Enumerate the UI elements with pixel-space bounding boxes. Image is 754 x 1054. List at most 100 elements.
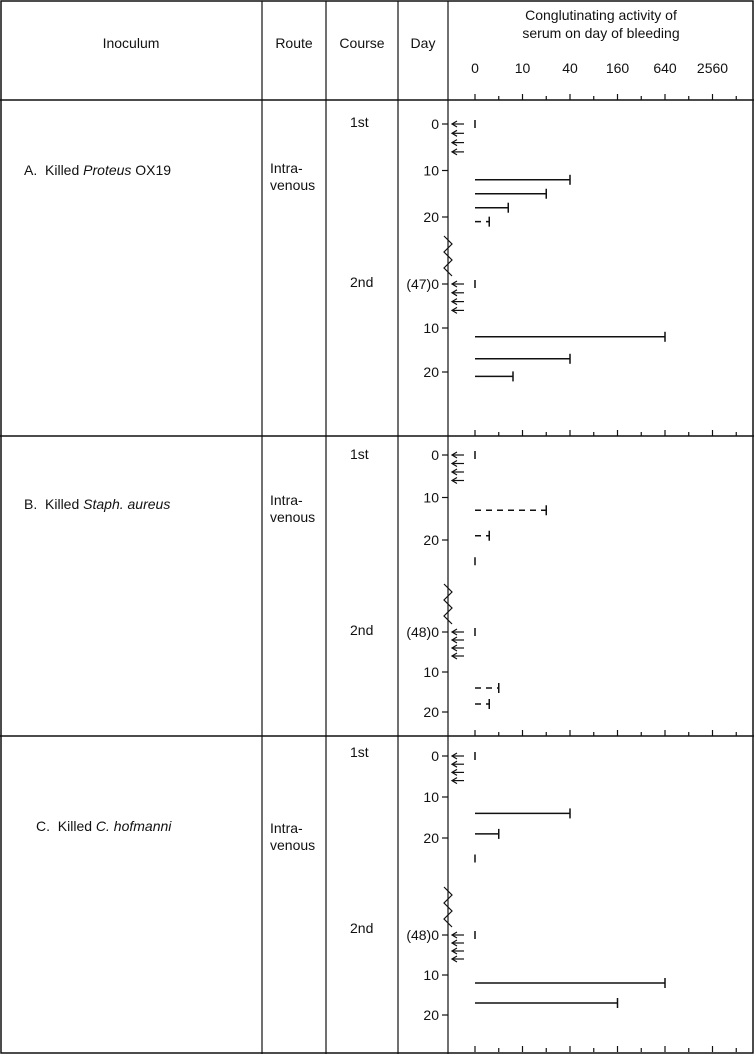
- day-tick-label: 10: [423, 320, 439, 336]
- day-tick-label: 10: [423, 664, 439, 680]
- arrow-head: [450, 280, 458, 288]
- organism-name: Proteus: [83, 162, 132, 178]
- arrow-head: [450, 768, 458, 776]
- activity-bar: [475, 216, 490, 227]
- header-route: Route: [275, 35, 313, 51]
- arrow-head: [450, 955, 458, 963]
- arrow-head: [450, 931, 458, 939]
- arrow-head: [450, 129, 458, 137]
- below-scale-arrow: [450, 760, 464, 768]
- arrow-head: [450, 289, 458, 297]
- organism-suffix: OX19: [135, 162, 172, 178]
- below-scale-arrow: [450, 148, 464, 156]
- header-day: Day: [410, 35, 436, 51]
- arrow-head: [450, 652, 458, 660]
- course-label-c-1: 1st: [350, 744, 369, 760]
- arrow-head: [450, 628, 458, 636]
- axis-break-zigzag: [443, 583, 453, 625]
- course-label-c-2: 2nd: [350, 920, 374, 936]
- inoculum-prefix: Killed: [45, 162, 80, 178]
- day-tick-label: 20: [423, 704, 439, 720]
- route-line2: venous: [270, 509, 316, 525]
- course-label-b-1: 1st: [350, 446, 369, 462]
- activity-bar: [475, 808, 571, 819]
- activity-bar: [475, 683, 500, 693]
- day-tick-label: (47)0: [406, 276, 439, 292]
- day-tick-label: 0: [431, 748, 439, 764]
- scale-tick-label: 2560: [697, 60, 728, 76]
- day-tick-label: 20: [423, 364, 439, 380]
- arrow-head: [450, 760, 458, 768]
- route-label-b: Intra- venous: [270, 492, 315, 526]
- activity-bar: [475, 828, 500, 839]
- day-tick-label: 20: [423, 1007, 439, 1023]
- day-tick-label: 10: [423, 967, 439, 983]
- header-inoculum: Inoculum: [102, 35, 160, 51]
- arrow-head: [450, 298, 458, 306]
- scale-tick-label: 10: [515, 60, 531, 76]
- below-scale-arrow: [450, 939, 464, 947]
- arrow-head: [450, 777, 458, 785]
- below-scale-arrow: [450, 947, 464, 955]
- inoculum-label-b: B. Killed Staph. aureus: [24, 496, 170, 513]
- activity-bar: [475, 998, 619, 1008]
- below-scale-arrow: [450, 139, 464, 147]
- axis-break-zigzag: [443, 886, 453, 928]
- below-scale-arrow: [450, 280, 476, 288]
- day-tick-label: 20: [423, 209, 439, 225]
- day-tick-label: 20: [423, 532, 439, 548]
- day-tick-label: (48)0: [406, 624, 439, 640]
- activity-bar: [475, 188, 547, 199]
- below-scale-arrow: [450, 306, 464, 314]
- below-scale-arrow: [450, 652, 464, 660]
- arrow-head: [450, 644, 458, 652]
- section-letter: A.: [24, 162, 38, 178]
- activity-bar: [475, 699, 490, 709]
- day-tick-label: 10: [423, 490, 439, 506]
- arrow-head: [450, 306, 458, 314]
- header-activity-line1: Conglutinating activity of: [525, 7, 677, 23]
- arrow-head: [450, 139, 458, 147]
- day-tick-label: 20: [423, 830, 439, 846]
- arrow-head: [450, 947, 458, 955]
- scale-tick-label: 40: [562, 60, 578, 76]
- route-line2: venous: [270, 837, 316, 853]
- below-scale-arrow: [450, 120, 476, 128]
- arrow-head: [450, 752, 458, 760]
- arrow-head: [450, 459, 458, 468]
- route-label-c: Intra- venous: [270, 820, 315, 854]
- organism-name: Staph. aureus: [83, 496, 171, 512]
- arrow-head: [450, 476, 458, 485]
- below-scale-arrow: [450, 644, 464, 652]
- course-label-a-1: 1st: [350, 114, 369, 130]
- course-label-a-2: 2nd: [350, 274, 374, 290]
- below-scale-arrow: [450, 129, 464, 137]
- axis-break-zigzag: [443, 235, 453, 277]
- day-tick-label: 0: [431, 116, 439, 132]
- below-scale-arrow: [450, 476, 464, 485]
- route-line1: Intra-: [270, 160, 303, 176]
- inoculum-prefix: Killed: [57, 818, 93, 834]
- route-line1: Intra-: [270, 820, 303, 836]
- arrow-head: [450, 120, 458, 128]
- inoculum-label-a: A. Killed Proteus OX19: [24, 162, 171, 179]
- below-scale-arrow: [450, 459, 464, 468]
- day-tick-label: 0: [431, 447, 439, 463]
- below-scale-arrow: [450, 289, 464, 297]
- below-scale-arrow: [450, 752, 476, 760]
- section-letter: B.: [24, 496, 38, 512]
- scale-tick-label: 160: [606, 60, 630, 76]
- course-label-b-2: 2nd: [350, 622, 374, 638]
- activity-bar: [475, 174, 571, 185]
- organism-name: C. hofmanni: [95, 818, 172, 834]
- activity-bar: [475, 202, 509, 213]
- scale-tick-label: 640: [653, 60, 677, 76]
- day-tick-label: 10: [423, 789, 439, 805]
- day-tick-label: (48)0: [406, 927, 439, 943]
- inoculum-label-c: C. Killed C. hofmanni: [36, 818, 171, 835]
- arrow-head: [450, 451, 458, 459]
- day-tick-label: 10: [423, 163, 439, 179]
